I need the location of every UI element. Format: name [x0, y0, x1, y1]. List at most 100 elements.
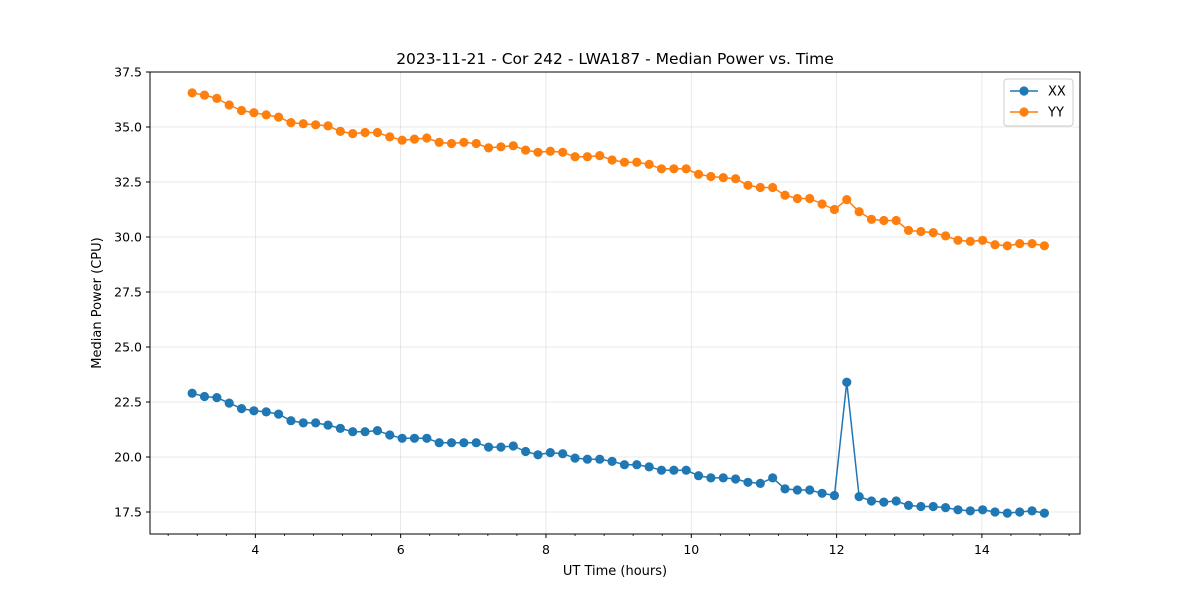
data-point-yy [755, 182, 765, 193]
data-point-yy [446, 138, 457, 149]
data-point-yy [866, 214, 877, 224]
data-point-yy [1015, 239, 1025, 249]
data-point-xx [768, 473, 778, 483]
x-tick-label: 14 [974, 542, 990, 557]
data-point-yy [187, 88, 197, 98]
data-point-xx [286, 416, 296, 426]
data-point-xx [916, 501, 926, 512]
data-point-yy [422, 133, 432, 143]
data-point-xx [792, 485, 802, 495]
data-point-xx [409, 433, 420, 443]
data-point-xx [212, 393, 222, 403]
data-point-xx [249, 406, 259, 416]
data-point-yy [953, 235, 963, 245]
data-point-xx [866, 496, 877, 506]
y-tick-label: 37.5 [114, 65, 142, 80]
data-point-xx [879, 497, 889, 507]
data-point-yy [570, 152, 580, 162]
data-point-xx [681, 465, 691, 475]
data-point-xx [372, 426, 383, 436]
data-point-yy [743, 180, 753, 190]
data-point-xx [570, 453, 580, 463]
data-point-xx [446, 438, 457, 448]
data-point-yy [249, 108, 259, 118]
y-axis-ticks: 17.5 20.0 22.5 25.0 27.5 30.0 32.5 35.0 37.5 [114, 65, 150, 520]
data-point-yy [483, 143, 494, 153]
data-point-yy [940, 231, 951, 241]
y-tick-label: 20.0 [114, 450, 142, 465]
data-point-xx [842, 377, 852, 387]
data-point-yy [459, 137, 469, 147]
data-point-xx [1002, 508, 1012, 518]
data-point-xx [471, 438, 481, 448]
legend: XX YY [1003, 78, 1074, 127]
legend-label: XX [1048, 85, 1066, 100]
data-point-xx [965, 506, 975, 516]
data-point-yy [718, 173, 728, 183]
data-point-xx [669, 465, 679, 475]
data-point-xx [236, 404, 247, 414]
y-tick-label: 30.0 [114, 230, 142, 245]
data-point-yy [731, 174, 741, 184]
data-point-yy [965, 236, 975, 246]
x-axis-label: UT Time (hours) [563, 564, 667, 579]
data-point-xx [397, 433, 407, 443]
data-point-yy [409, 134, 420, 144]
data-point-xx [323, 420, 333, 430]
data-point-yy [274, 112, 284, 122]
data-point-xx [224, 398, 234, 408]
data-point-xx [1039, 508, 1049, 518]
data-point-yy [298, 119, 308, 129]
data-point-yy [311, 120, 321, 130]
data-point-yy [582, 152, 592, 162]
x-tick-label: 6 [397, 542, 405, 557]
data-point-yy [829, 204, 840, 215]
data-point-xx [434, 438, 444, 448]
data-point-yy [372, 127, 383, 138]
data-point-xx [1015, 507, 1025, 517]
x-axis-ticks: 4 6 8 10 12 14 [167, 534, 1070, 557]
data-point-yy [656, 164, 667, 174]
data-point-xx [595, 454, 605, 464]
data-point-xx [619, 460, 630, 470]
data-point-xx [755, 478, 765, 488]
data-point-yy [508, 141, 518, 151]
data-point-yy [1002, 241, 1012, 251]
data-point-yy [323, 121, 333, 131]
data-point-xx [483, 442, 494, 452]
data-point-yy [978, 235, 988, 245]
data-point-yy [817, 199, 827, 209]
data-point-xx [385, 430, 395, 440]
data-point-yy [619, 157, 630, 167]
data-point-yy [669, 164, 679, 174]
data-point-xx [805, 485, 815, 495]
chart-title: 2023-11-21 - Cor 242 - LWA187 - Median P… [396, 50, 834, 68]
data-point-yy [1027, 239, 1037, 249]
data-point-yy [385, 132, 395, 142]
data-point-yy [360, 127, 370, 138]
data-point-xx [656, 465, 667, 475]
data-point-yy [805, 193, 815, 204]
data-point-xx [533, 450, 543, 460]
series-line-yy [192, 92, 1045, 247]
series-line-xx [191, 381, 1045, 514]
data-point-xx [508, 441, 518, 451]
data-point-yy [916, 226, 926, 237]
data-point-xx [928, 501, 938, 512]
y-tick-label: 22.5 [114, 395, 142, 410]
data-point-yy [681, 164, 691, 174]
data-point-xx [693, 471, 704, 481]
data-point-yy [792, 193, 802, 204]
data-point-xx [199, 391, 210, 402]
data-point-xx [978, 505, 988, 515]
data-point-yy [928, 228, 938, 238]
data-point-xx [274, 409, 284, 419]
data-point-xx [187, 388, 197, 398]
data-point-yy [632, 157, 642, 167]
data-point-yy [533, 147, 543, 157]
data-point-xx [817, 488, 827, 498]
x-tick-label: 10 [683, 542, 699, 557]
data-point-xx [1027, 506, 1037, 516]
